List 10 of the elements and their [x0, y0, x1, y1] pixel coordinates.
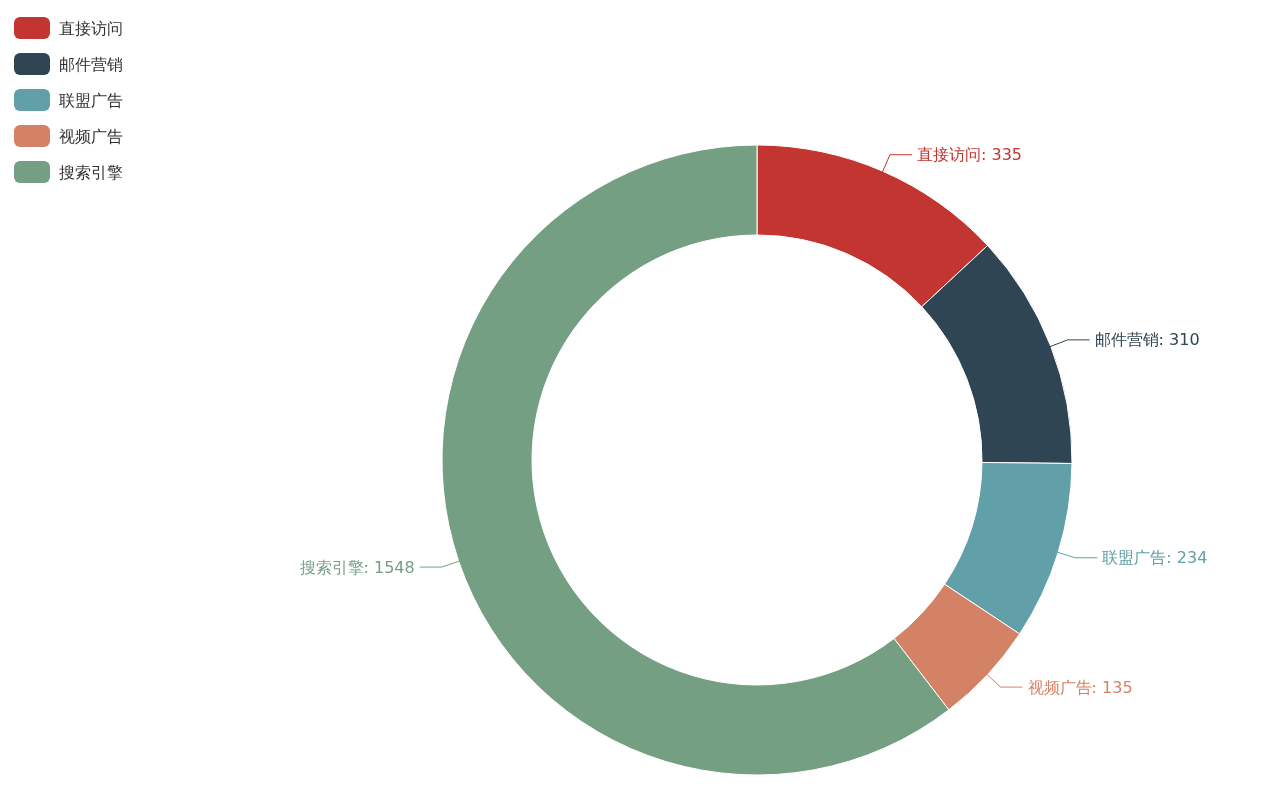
data-label: 视频广告: 135 [1027, 677, 1133, 697]
legend-label: 视频广告 [59, 126, 123, 146]
legend-label: 邮件营销 [59, 54, 123, 74]
legend-label: 搜索引擎 [59, 162, 123, 182]
legend-label: 直接访问 [59, 18, 123, 38]
data-label: 直接访问: 335 [916, 145, 1022, 165]
legend-label: 联盟广告 [59, 90, 123, 110]
data-label: 邮件营销: 310 [1094, 330, 1200, 350]
data-label: 搜索引擎: 1548 [299, 557, 415, 577]
data-label: 联盟广告: 234 [1102, 548, 1208, 568]
